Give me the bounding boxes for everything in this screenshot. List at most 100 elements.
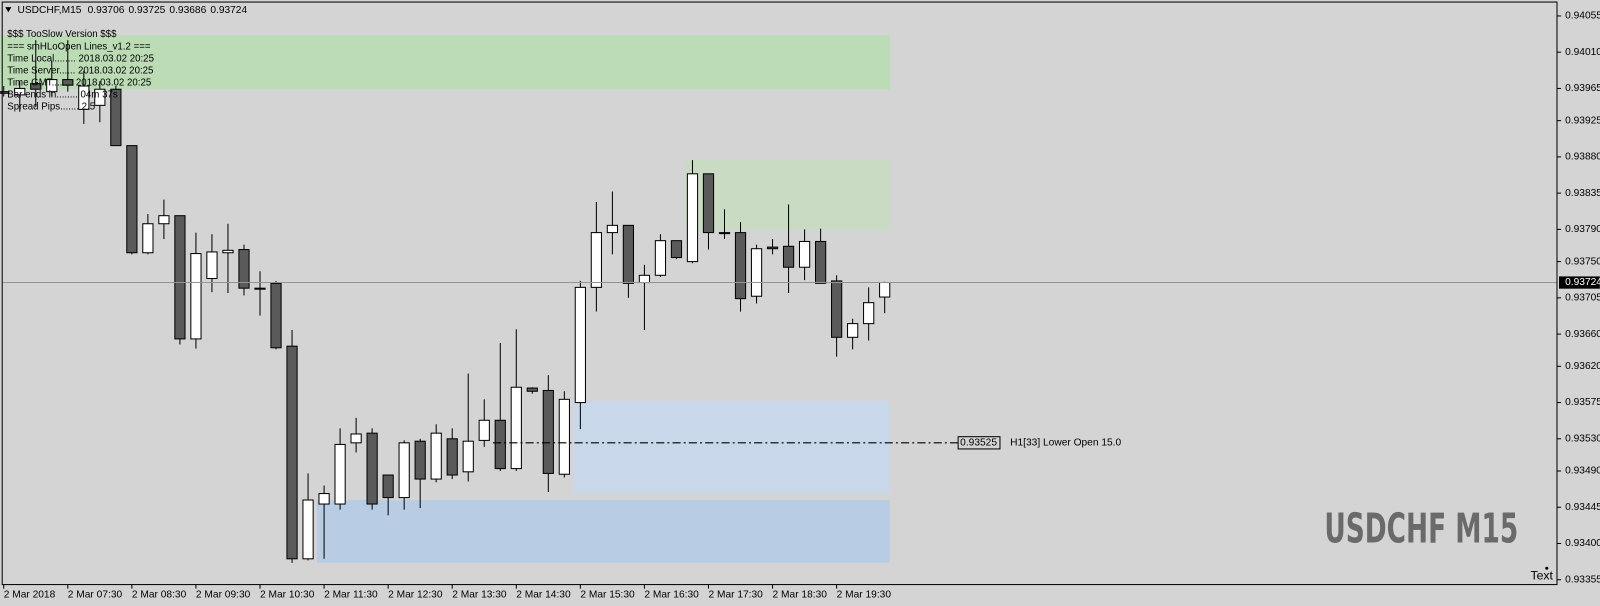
y-tick-label: 0.93925 (1565, 115, 1600, 126)
y-tick-label: 0.93705 (1565, 293, 1600, 304)
watermark: USDCHF M15 (1324, 505, 1518, 553)
candle-body (606, 224, 618, 234)
candle-body (318, 493, 330, 505)
candle-body (766, 246, 779, 250)
candle-body (670, 240, 683, 259)
candle-body (30, 83, 42, 90)
candle-body (206, 251, 218, 280)
candle-body (638, 274, 651, 284)
candle-body (831, 280, 843, 338)
bid-label-box (1559, 276, 1600, 289)
candle-body (782, 245, 795, 268)
candle-body (446, 438, 458, 476)
level-value-box (957, 436, 1001, 450)
x-tick-label: 2 Mar 09:30 (196, 589, 251, 600)
x-tick-label: 2 Mar 10:30 (260, 589, 315, 600)
plot-frame (1, 1, 1558, 586)
candle-body (94, 88, 106, 106)
candle-body (814, 240, 827, 284)
candle-body (478, 419, 490, 441)
zones (0, 35, 890, 563)
x-tick-label: 2 Mar 15:30 (580, 589, 635, 600)
price-zone (316, 500, 890, 563)
candle-body (734, 232, 747, 300)
x-tick-label: 2 Mar 19:30 (837, 589, 892, 600)
x-tick-label: 2 Mar 11:30 (324, 589, 378, 600)
y-tick-label: 0.93355 (1565, 574, 1600, 585)
chart-header: USDCHF,M15 0.93706 0.93725 0.93686 0.93724 (18, 5, 248, 16)
header-open: 0.93706 (88, 5, 125, 16)
corner-anchor (1545, 566, 1549, 570)
candle-body (14, 87, 26, 96)
x-tick-label: 2 Mar 12:30 (388, 589, 443, 600)
candle-body (78, 85, 90, 110)
x-tick-label: 2 Mar 14:30 (516, 589, 571, 600)
info-line: Spread Pips....... 2.5 (7, 101, 95, 112)
candle-body (174, 215, 186, 340)
x-tick-label: 2 Mar 08:30 (132, 589, 187, 600)
candle-body (654, 240, 667, 276)
x-tick-label: 2 Mar 2018 (4, 589, 56, 600)
x-tick-label: 2 Mar 07:30 (68, 589, 123, 600)
candle-body (270, 282, 282, 349)
info-line: Time GMT........ 2018.03.02 20:25 (7, 77, 151, 88)
x-tick-label: 2 Mar 13:30 (452, 589, 507, 600)
candle-body (863, 302, 875, 325)
candle-body (382, 474, 394, 499)
candle-body (590, 232, 602, 288)
header-high: 0.93725 (129, 5, 166, 16)
corner-text[interactable]: Text (1530, 569, 1553, 583)
candle-body (798, 240, 811, 268)
candle-body (558, 398, 570, 475)
y-tick-label: 0.93750 (1565, 256, 1600, 267)
symbol: USDCHF,M15 (18, 5, 82, 16)
candle-body (430, 432, 442, 480)
header-close: 0.93724 (210, 5, 247, 16)
x-tick-label: 2 Mar 18:30 (773, 589, 828, 600)
candle-body (222, 249, 234, 254)
x-tick-label: 2 Mar 16:30 (644, 589, 699, 600)
x-tick-label: 2 Mar 17:30 (708, 589, 763, 600)
candle-body (302, 499, 314, 560)
candle-body (286, 345, 298, 560)
y-tick-label: 0.93530 (1565, 433, 1600, 444)
menu-arrow[interactable] (5, 7, 12, 13)
candle-body (366, 432, 378, 505)
y-tick-label: 0.93880 (1565, 152, 1600, 163)
candle-body (62, 79, 74, 86)
level-label: H1[33] Lower Open 15.0 (1010, 438, 1121, 449)
candle-body (750, 248, 763, 297)
y-tick-label: 0.93660 (1565, 329, 1600, 340)
level-value-label: 0.93525 (960, 438, 997, 449)
candle-body (142, 223, 154, 254)
candle-body (254, 287, 266, 290)
y-tick-label: 0.93965 (1565, 83, 1600, 94)
candle-body (334, 443, 346, 505)
candle-body (542, 389, 554, 474)
candle-body (686, 173, 699, 263)
candle-body (702, 173, 715, 234)
header-low: 0.93686 (169, 5, 206, 16)
y-tick-label: 0.94055 (1565, 11, 1600, 22)
y-tick-label: 0.93835 (1565, 188, 1600, 199)
candle-body (414, 440, 426, 480)
candle-body (847, 323, 859, 338)
candles (0, 40, 891, 563)
candle-body (398, 442, 410, 499)
y-tick-label: 0.93445 (1565, 502, 1600, 513)
price-zone (685, 160, 890, 231)
candle-body (350, 433, 362, 444)
candle-body (510, 386, 522, 470)
candle-body (526, 387, 538, 392)
candle-body (0, 91, 10, 94)
y-tick-label: 0.93400 (1565, 538, 1600, 549)
bid-label: 0.93724 (1565, 277, 1600, 288)
candle-body (126, 145, 138, 254)
candle-body (494, 419, 506, 470)
price-zone (0, 35, 890, 90)
y-tick-label: 0.93620 (1565, 361, 1600, 372)
candle-body (622, 224, 635, 284)
y-tick-label: 0.93790 (1565, 224, 1600, 235)
